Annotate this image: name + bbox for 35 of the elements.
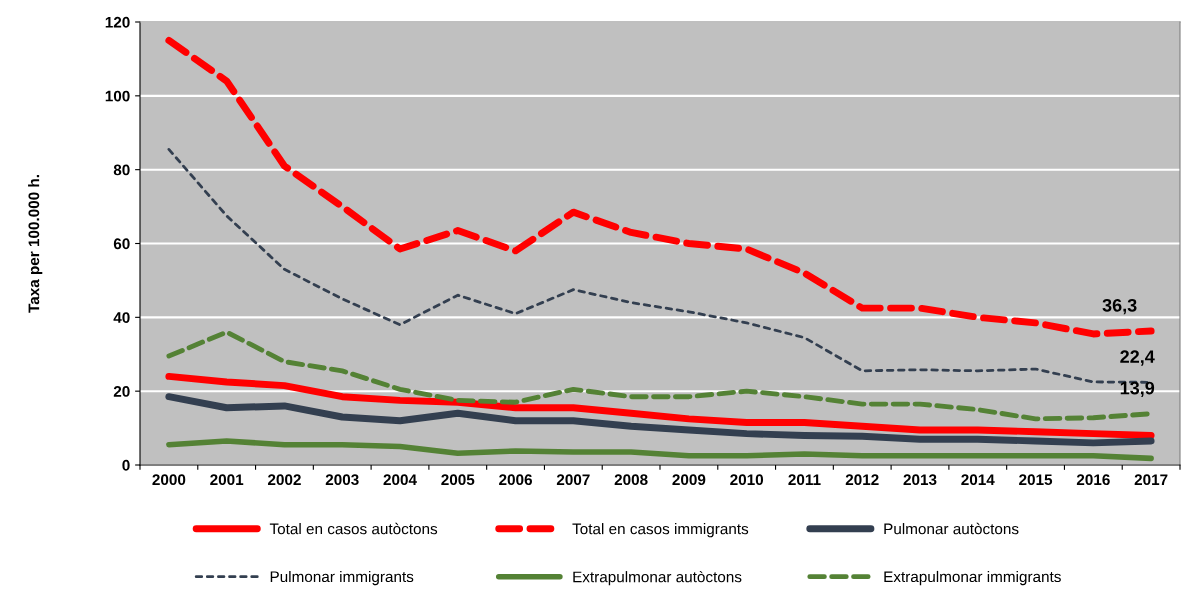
x-tick-label: 2006 xyxy=(499,474,532,486)
x-tick-label: 2007 xyxy=(556,474,590,486)
legend-label: Extrapulmonar immigrants xyxy=(884,570,1061,586)
y-axis-title: Taxa per 100.000 h. xyxy=(28,175,43,313)
y-tick-label: 100 xyxy=(105,90,130,102)
x-tick-label: 2009 xyxy=(672,474,706,486)
x-tick-label: 2016 xyxy=(1076,474,1110,486)
y-tick-label: 0 xyxy=(122,459,130,471)
annotation: 36,3 xyxy=(1102,298,1137,315)
legend-label: Total en casos autòctons xyxy=(269,522,438,535)
y-tick-label: 60 xyxy=(113,238,130,250)
annotation: 13,9 xyxy=(1120,381,1155,398)
x-tick-label: 2002 xyxy=(267,474,301,486)
x-tick-label: 2010 xyxy=(730,474,764,486)
x-tick-label: 2017 xyxy=(1134,474,1168,486)
y-tick-label: 20 xyxy=(113,386,130,397)
annotation: 22,4 xyxy=(1120,350,1155,366)
x-tick-label: 2008 xyxy=(614,474,648,486)
y-tick-label: 80 xyxy=(113,164,130,176)
x-tick-label: 2011 xyxy=(788,474,821,486)
x-tick-label: 2003 xyxy=(325,474,359,486)
y-tick-label: 40 xyxy=(113,312,130,324)
x-tick-label: 2014 xyxy=(961,474,995,486)
x-tick-label: 2004 xyxy=(383,474,417,486)
legend-label: Pulmonar immigrants xyxy=(270,570,414,586)
x-tick-label: 2015 xyxy=(1019,474,1053,486)
y-tick-label: 120 xyxy=(105,16,130,28)
legend-label: Pulmonar autòctons xyxy=(884,522,1019,535)
x-tick-label: 2000 xyxy=(152,474,186,486)
legend-label: Total en casos immigrants xyxy=(572,523,749,538)
x-tick-label: 2013 xyxy=(903,474,937,486)
x-tick-label: 2001 xyxy=(210,474,244,486)
x-tick-label: 2012 xyxy=(845,474,879,486)
legend-label: Extrapulmonar autòctons xyxy=(573,570,742,586)
x-tick-label: 2005 xyxy=(441,474,475,486)
